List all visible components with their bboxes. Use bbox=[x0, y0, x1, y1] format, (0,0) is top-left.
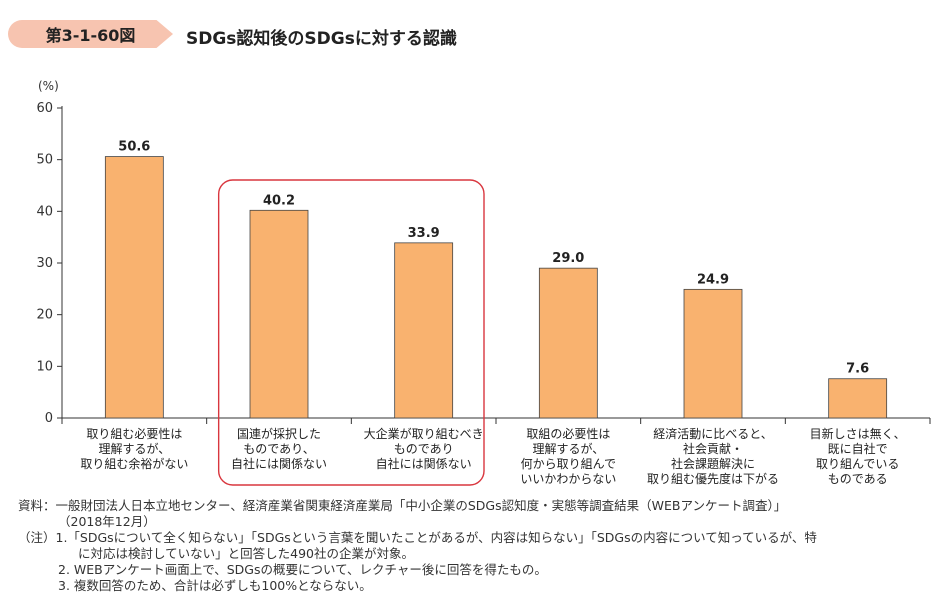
note-2: 2. WEBアンケート画面上で、SDGsの概要について、レクチャー後に回答を得た… bbox=[58, 562, 547, 577]
x-tick-label: 取り組む必要性は理解するが、取り組む余裕がない bbox=[80, 427, 188, 471]
data-label: 33.9 bbox=[408, 226, 440, 241]
bar bbox=[683, 288, 743, 419]
x-tick-label-line: 自社には関係ない bbox=[376, 456, 472, 471]
x-tick-label: 経済活動に比べると、社会貢献・社会課題解決に取り組む優先度は下がる bbox=[647, 426, 779, 486]
y-tick-label: 20 bbox=[36, 308, 53, 323]
data-label: 24.9 bbox=[697, 272, 729, 287]
figure-title: SDGs認知後のSDGsに対する認識 bbox=[186, 29, 457, 49]
y-axis-unit-label: (%) bbox=[38, 79, 59, 93]
x-tick-label-line: ものである bbox=[828, 472, 888, 486]
bar bbox=[828, 378, 888, 419]
highlight-box bbox=[217, 179, 485, 486]
bar-chart: (%)010203040506050.6取り組む必要性は理解するが、取り組む余裕… bbox=[36, 79, 931, 486]
x-tick-label-line: 大企業が取り組むべき bbox=[364, 426, 484, 441]
x-tick-label-line: 既に自社で bbox=[828, 441, 888, 456]
figure-number-badge: 第3-1-60図 bbox=[8, 20, 173, 48]
x-tick-label-line: 理解するが、 bbox=[98, 441, 170, 456]
x-tick-label: 目新しさは無く、既に自社で取り組んでいるものである bbox=[810, 426, 906, 486]
x-tick-label-line: 取り組んでいる bbox=[816, 457, 899, 471]
data-label: 7.6 bbox=[846, 362, 869, 377]
x-tick-label: 取組の必要性は理解するが、何から取り組んでいいかわからない bbox=[520, 427, 616, 486]
note-1-line-1: （注）1.「SDGsについて全く知らない」「SDGsという言葉を聞いたことがある… bbox=[18, 530, 817, 545]
note-1-line-2: に対応は検討していない」と回答した490社の企業が対象。 bbox=[78, 546, 414, 561]
x-tick-label-line: 自社には関係ない bbox=[231, 456, 327, 471]
x-tick-label-line: 取組の必要性は bbox=[526, 427, 610, 441]
x-tick-label-line: 社会貢献・ bbox=[683, 441, 743, 456]
x-tick-label-line: 経済活動に比べると、 bbox=[653, 426, 773, 441]
x-tick-label-line: 取り組む必要性は bbox=[86, 427, 182, 441]
x-tick-label: 大企業が取り組むべきものであり自社には関係ない bbox=[364, 426, 484, 471]
data-label: 40.2 bbox=[263, 193, 295, 208]
x-tick-label-line: 取り組む余裕がない bbox=[80, 456, 188, 471]
note-3: 3. 複数回答のため、合計は必ずしも100%とならない。 bbox=[58, 578, 372, 593]
source-line-1: 資料：一般財団法人日本立地センター、経済産業省関東経済産業局「中小企業のSDGs… bbox=[18, 498, 787, 513]
x-tick-label-line: 何から取り組んで bbox=[521, 457, 616, 471]
x-tick-label-line: ものであり、 bbox=[243, 442, 314, 456]
x-tick-label-line: 取り組む優先度は下がる bbox=[647, 471, 779, 486]
bar bbox=[538, 267, 598, 419]
y-tick-label: 60 bbox=[36, 101, 53, 116]
bar bbox=[394, 242, 454, 419]
y-tick-label: 30 bbox=[36, 256, 53, 271]
figure-header: 第3-1-60図 SDGs認知後のSDGsに対する認識 bbox=[8, 16, 928, 52]
y-tick-label: 40 bbox=[36, 204, 53, 219]
source-line-2: （2018年12月） bbox=[58, 514, 156, 529]
bar bbox=[104, 156, 164, 419]
y-tick-label: 50 bbox=[36, 153, 53, 168]
x-tick-label-line: 理解するが、 bbox=[532, 441, 604, 456]
x-tick-label-line: ものであり bbox=[394, 442, 454, 456]
x-tick-label-line: いいかわからない bbox=[520, 472, 616, 486]
y-tick-label: 10 bbox=[36, 359, 53, 374]
y-tick-label: 0 bbox=[45, 411, 53, 426]
notes-section: 資料：一般財団法人日本立地センター、経済産業省関東経済産業局「中小企業のSDGs… bbox=[18, 498, 933, 594]
x-tick-label-line: 国連が採択した bbox=[237, 426, 321, 441]
data-label: 50.6 bbox=[118, 140, 150, 155]
x-tick-label-line: 社会課題解決に bbox=[671, 456, 755, 471]
x-tick-label-line: 目新しさは無く、 bbox=[810, 426, 906, 441]
bar bbox=[249, 209, 309, 419]
data-label: 29.0 bbox=[552, 251, 584, 266]
x-tick-label: 国連が採択したものであり、自社には関係ない bbox=[231, 426, 327, 471]
